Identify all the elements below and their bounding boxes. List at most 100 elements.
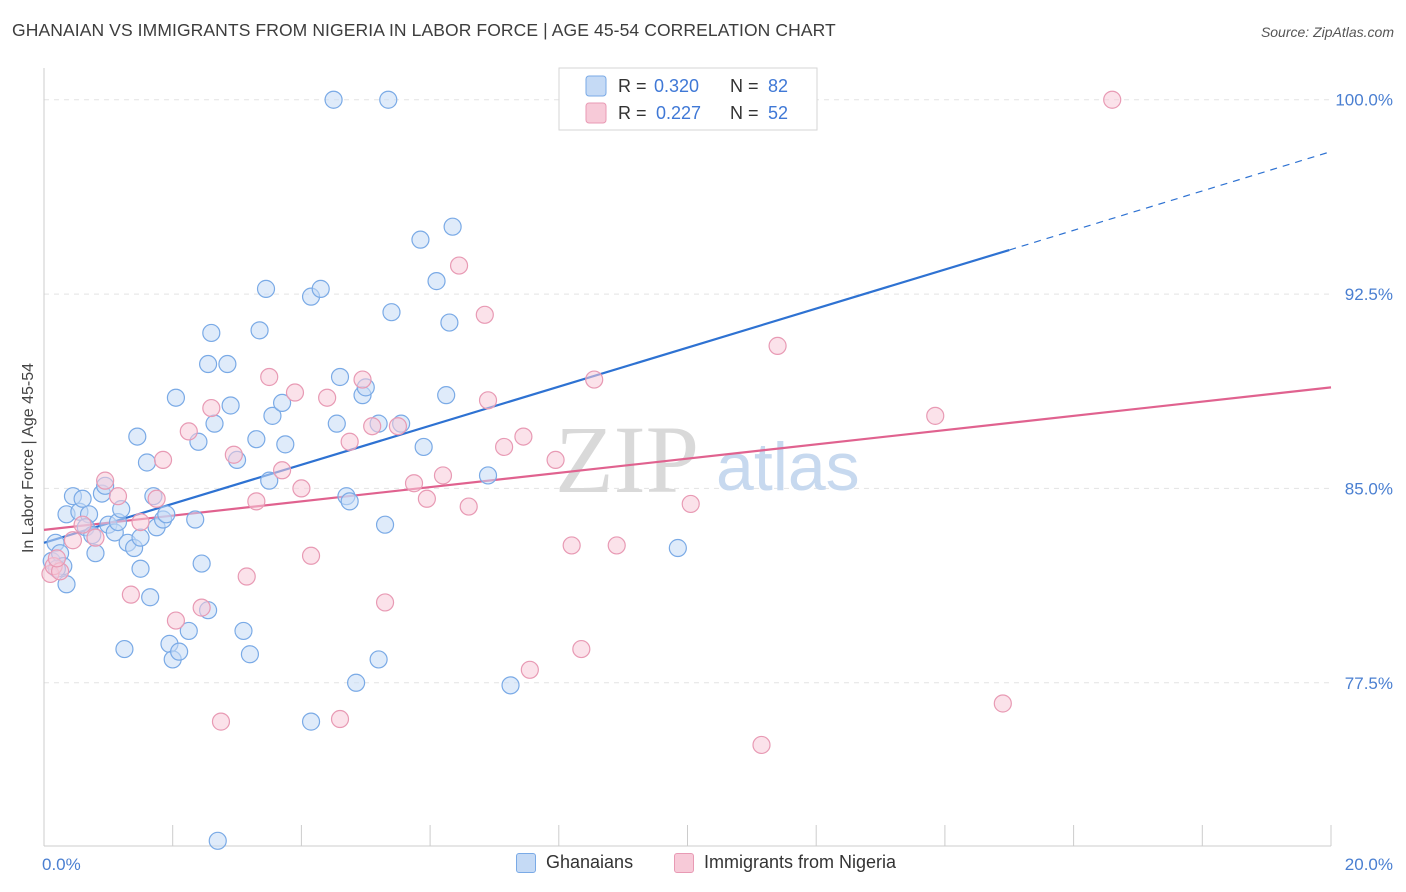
- axes: [43, 68, 1332, 847]
- legend-r-value-2: 0.227: [656, 103, 701, 123]
- point-nigeria-44: [562, 536, 581, 555]
- point-ghanaians-50: [250, 321, 269, 340]
- point-nigeria-23: [285, 383, 305, 402]
- point-nigeria-24: [292, 479, 311, 498]
- point-nigeria-53: [1103, 90, 1122, 109]
- point-nigeria-34: [417, 489, 436, 508]
- point-nigeria-21: [260, 367, 279, 387]
- point-nigeria-39: [478, 391, 498, 410]
- point-ghanaians-55: [276, 435, 295, 454]
- nigeria-swatch: [674, 852, 694, 873]
- point-nigeria-37: [459, 497, 478, 516]
- point-ghanaians-24: [137, 453, 157, 472]
- point-nigeria-17: [211, 712, 231, 731]
- point-nigeria-47: [607, 536, 626, 555]
- point-ghanaians-81: [501, 676, 520, 695]
- trend-extension-0: [1009, 150, 1332, 251]
- point-ghanaians-35: [179, 621, 198, 641]
- point-nigeria-19: [237, 567, 256, 586]
- point-ghanaians-41: [202, 323, 221, 343]
- legend-label-nigeria: Immigrants from Nigeria: [704, 852, 897, 872]
- point-ghanaians-76: [427, 272, 446, 291]
- point-ghanaians-38: [166, 388, 186, 407]
- point-ghanaians-47: [234, 621, 253, 641]
- point-ghanaians-28: [157, 505, 176, 524]
- data-points: [41, 90, 1122, 850]
- point-nigeria-4: [63, 531, 83, 550]
- point-ghanaians-59: [311, 279, 330, 298]
- point-ghanaians-9: [73, 489, 92, 508]
- point-ghanaians-40: [198, 354, 218, 374]
- point-ghanaians-53: [263, 406, 282, 425]
- point-nigeria-18: [224, 445, 243, 464]
- point-ghanaians-65: [346, 673, 366, 692]
- point-nigeria-5: [73, 515, 92, 534]
- point-nigeria-43: [546, 450, 565, 470]
- point-ghanaians-54: [272, 393, 292, 413]
- point-ghanaians-30: [131, 559, 150, 578]
- point-ghanaians-31: [115, 639, 134, 659]
- point-nigeria-50: [768, 336, 787, 355]
- x-tick-labels: 0.0% 20.0%: [42, 855, 1393, 874]
- point-nigeria-6: [86, 528, 105, 547]
- legend-item-ghanaians[interactable]: Ghanaians: [516, 852, 633, 873]
- point-ghanaians-36: [186, 510, 205, 529]
- point-ghanaians-77: [437, 386, 456, 405]
- point-nigeria-36: [449, 256, 469, 275]
- point-nigeria-9: [121, 585, 140, 604]
- point-nigeria-11: [147, 489, 166, 508]
- point-ghanaians-57: [301, 712, 321, 731]
- watermark-atlas: atlas: [716, 429, 860, 505]
- point-nigeria-29: [353, 370, 372, 389]
- point-nigeria-38: [475, 305, 494, 324]
- point-ghanaians-68: [369, 650, 388, 669]
- point-ghanaians-60: [324, 90, 343, 109]
- legend-n-value-1: 82: [768, 76, 788, 96]
- legend-n-value-2: 52: [768, 103, 788, 123]
- legend-item-nigeria[interactable]: Immigrants from Nigeria: [674, 852, 896, 873]
- point-ghanaians-79: [443, 217, 462, 236]
- y-tick-label-0: 100.0%: [1335, 91, 1393, 110]
- legend-swatch-nigeria: [585, 102, 607, 124]
- legend-n-label-2: N =: [730, 103, 759, 123]
- point-nigeria-42: [520, 660, 539, 679]
- point-nigeria-52: [993, 694, 1012, 713]
- point-nigeria-48: [681, 494, 700, 514]
- point-nigeria-10: [131, 512, 150, 532]
- point-nigeria-45: [572, 639, 591, 659]
- point-ghanaians-62: [330, 367, 350, 387]
- legend-swatch-ghanaians: [585, 75, 607, 97]
- point-nigeria-51: [926, 406, 945, 425]
- x-tick-label-1: 20.0%: [1345, 855, 1393, 874]
- point-ghanaians-51: [256, 279, 276, 298]
- point-ghanaians-43: [218, 354, 237, 374]
- point-nigeria-8: [108, 487, 128, 506]
- point-nigeria-49: [752, 735, 771, 755]
- point-ghanaians-56: [208, 831, 227, 850]
- y-tick-labels: 100.0% 92.5% 85.0% 77.5%: [1335, 91, 1393, 693]
- legend-r-label-2: R =: [618, 103, 647, 123]
- point-nigeria-40: [495, 437, 514, 457]
- trend-line-0: [43, 248, 1010, 544]
- point-nigeria-35: [433, 466, 453, 485]
- point-ghanaians-48: [240, 645, 260, 664]
- legend-n-label-1: N =: [730, 76, 759, 96]
- legend-label-ghanaians: Ghanaians: [546, 852, 634, 872]
- point-nigeria-15: [192, 598, 211, 617]
- point-nigeria-25: [301, 546, 321, 565]
- point-ghanaians-34: [170, 642, 189, 661]
- source-label: Source: ZipAtlas.com: [1260, 24, 1394, 40]
- point-ghanaians-42: [205, 414, 224, 433]
- chart-title: GHANAIAN VS IMMIGRANTS FROM NIGERIA IN L…: [12, 20, 836, 40]
- x-tick-label-0: 0.0%: [42, 855, 81, 874]
- ghanaians-swatch: [516, 852, 536, 873]
- series-legend: Ghanaians Immigrants from Nigeria: [0, 852, 1406, 878]
- point-nigeria-13: [166, 611, 186, 630]
- point-ghanaians-44: [221, 396, 240, 415]
- point-nigeria-14: [179, 422, 198, 441]
- point-nigeria-46: [585, 370, 604, 389]
- y-tick-label-3: 77.5%: [1345, 674, 1393, 693]
- point-ghanaians-37: [192, 554, 211, 573]
- point-ghanaians-29: [141, 588, 160, 607]
